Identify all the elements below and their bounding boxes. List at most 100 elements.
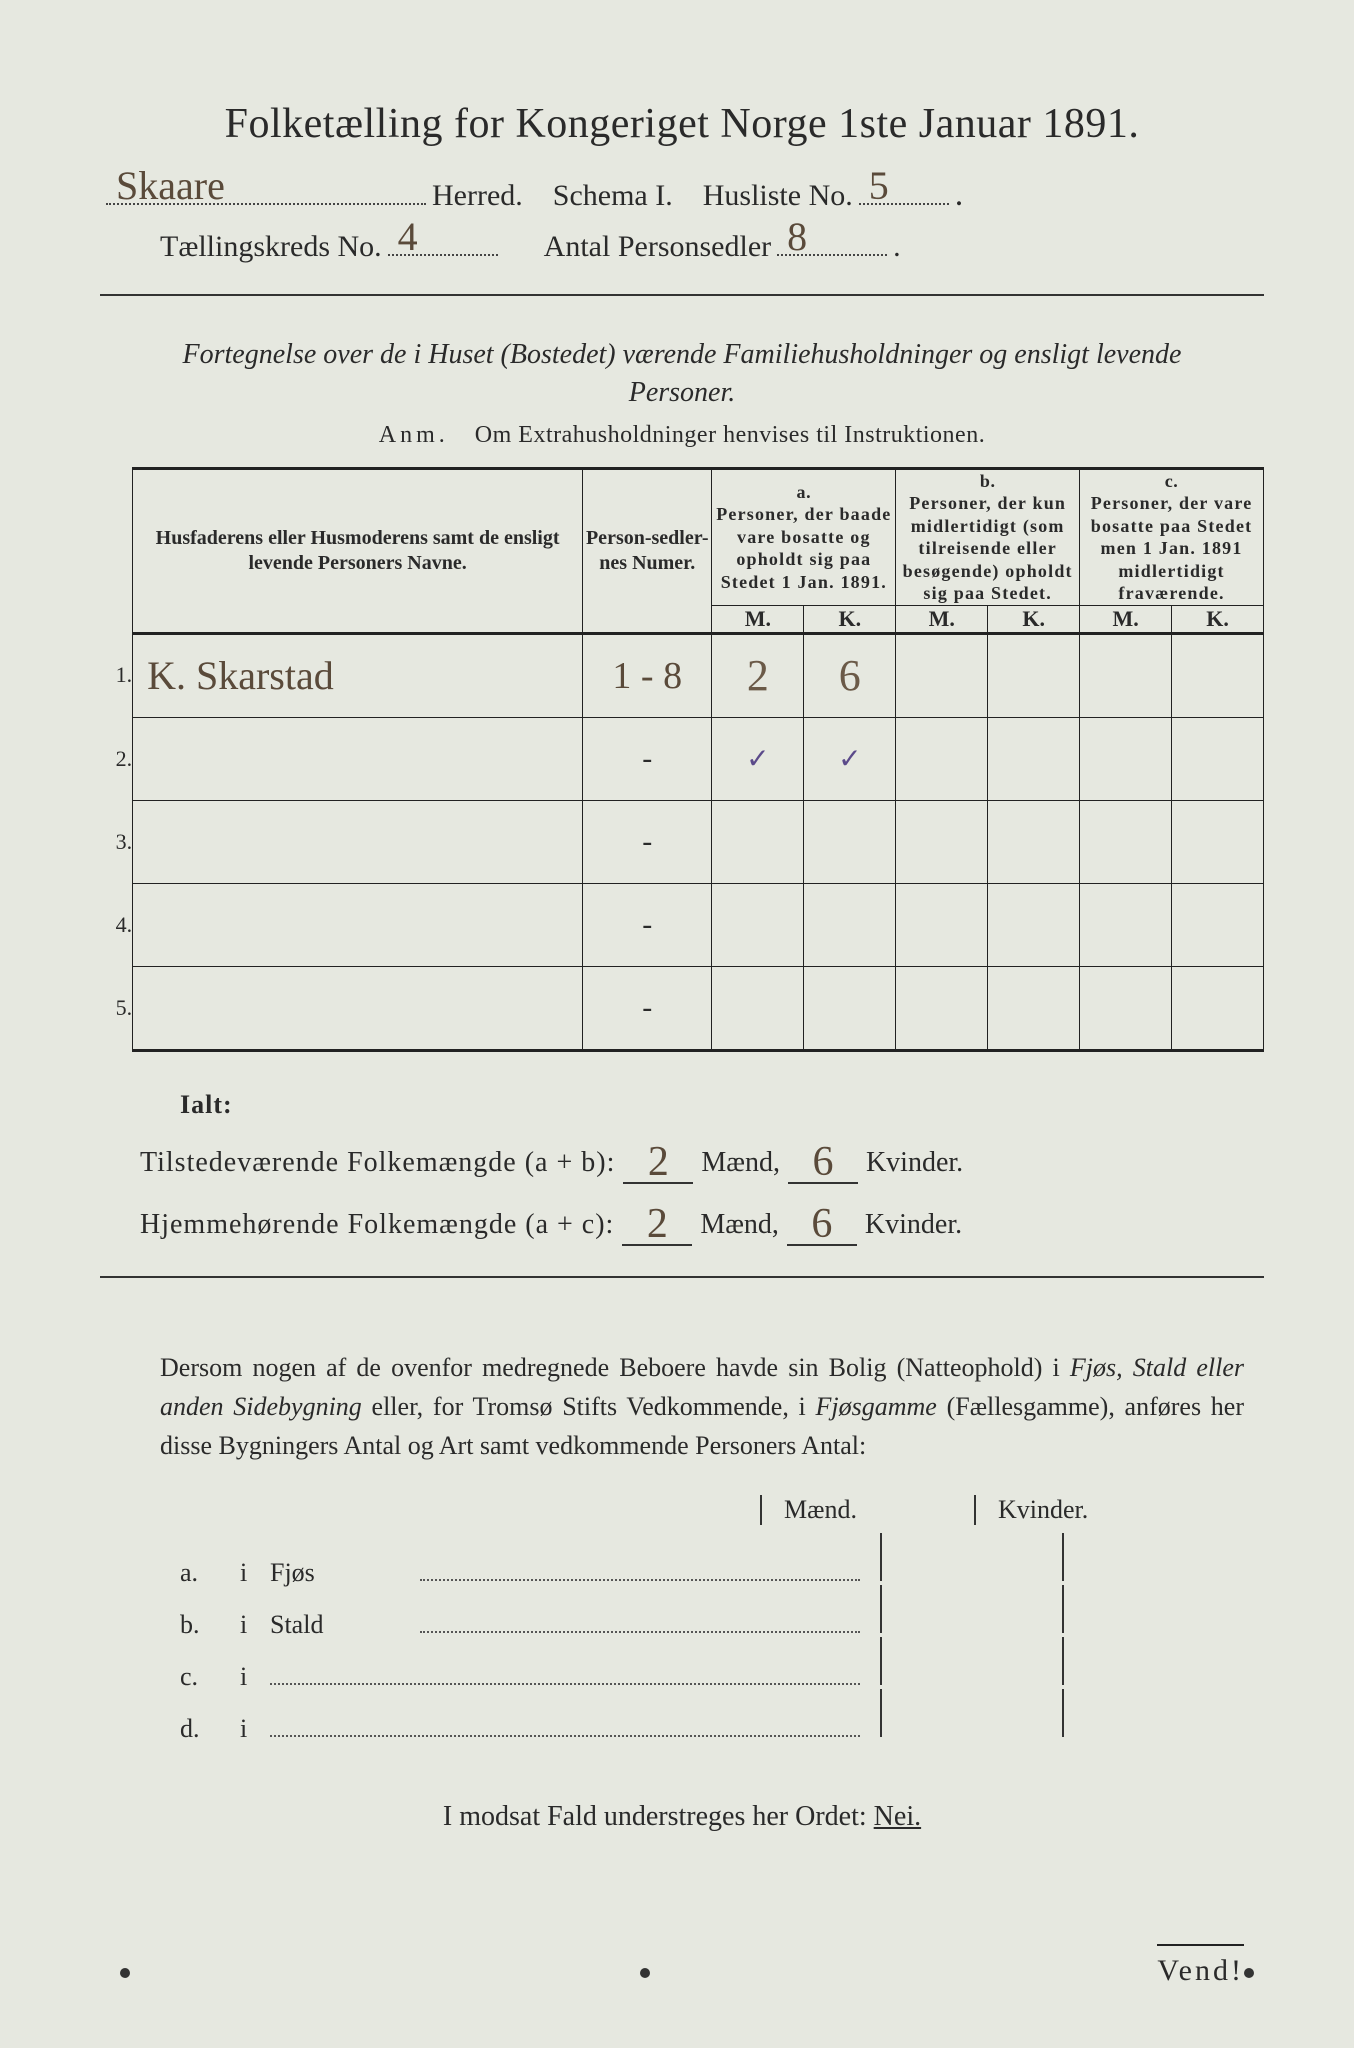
- census-form-page: Folketælling for Kongeriget Norge 1ste J…: [0, 0, 1354, 2048]
- num-cell: -: [583, 717, 712, 800]
- sum-ab-k: 6: [812, 1139, 833, 1185]
- schema-label: Schema I.: [553, 179, 673, 213]
- col-c-tag: c.: [1080, 470, 1263, 493]
- bldg-i: i: [240, 1714, 270, 1744]
- c-m-cell: [1080, 966, 1172, 1050]
- sum-ac-m: 2: [647, 1201, 668, 1247]
- c-m-cell: [1080, 883, 1172, 966]
- c-k: K.: [1172, 605, 1264, 633]
- row-num: 4.: [100, 883, 133, 966]
- table-row: 1. K. Skarstad 1 - 8 2 6: [100, 633, 1264, 717]
- punch-mark-icon: [120, 1968, 130, 1978]
- a-k-cell: ✓: [804, 717, 896, 800]
- b-m-cell: [896, 717, 988, 800]
- bldg-i: i: [240, 1558, 270, 1588]
- vend-label: Vend!: [1157, 1944, 1244, 1988]
- name-cell: [133, 966, 583, 1050]
- kreds-no: 4: [398, 213, 418, 260]
- ialt-label: Ialt:: [180, 1090, 1264, 1120]
- sum-line-ac: Hjemmehørende Folkemængde (a + c): 2 Mæn…: [140, 1196, 1264, 1246]
- row-num: 5.: [100, 966, 133, 1050]
- bldg-tag: a.: [180, 1558, 240, 1588]
- num-cell: 1 - 8: [583, 633, 712, 717]
- paragraph: Dersom nogen af de ovenfor medregnede Be…: [160, 1348, 1244, 1465]
- kvinder-col: Kvinder.: [974, 1495, 1178, 1525]
- num-cell: -: [583, 966, 712, 1050]
- personsedler-no: 8: [787, 213, 807, 260]
- building-row: b. i Stald: [180, 1585, 1244, 1637]
- kreds-label: Tællingskreds No.: [160, 230, 382, 264]
- para-it2: Fjøsgamme: [816, 1392, 937, 1421]
- col-b-text: Personer, der kun midlertidigt (som tilr…: [896, 492, 1079, 605]
- c-m-cell: [1080, 800, 1172, 883]
- maend-label: Mænd,: [700, 1209, 779, 1241]
- maend-slot: [880, 1689, 1062, 1737]
- dotted-line: [420, 1561, 860, 1581]
- kvinder-slot: [1062, 1689, 1244, 1737]
- kvinder-label: Kvinder.: [866, 1147, 963, 1179]
- c-k-cell: [1172, 966, 1264, 1050]
- c-k-cell: [1172, 717, 1264, 800]
- header-row-2: Tællingskreds No. 4 Antal Personsedler 8…: [100, 230, 1264, 264]
- herred-value: Skaare: [116, 162, 225, 209]
- building-row: a. i Fjøs: [180, 1533, 1244, 1585]
- maend-col: Mænd.: [760, 1495, 964, 1525]
- col-c-header: c. Personer, der vare bosatte paa Stedet…: [1080, 468, 1264, 605]
- bldg-kind: Fjøs: [270, 1558, 420, 1588]
- nei-line: I modsat Fald understreges her Ordet: Ne…: [100, 1801, 1264, 1833]
- b-m: M.: [896, 605, 988, 633]
- c-m-cell: [1080, 717, 1172, 800]
- para-t1: Dersom nogen af de ovenfor medregnede Be…: [160, 1353, 1070, 1382]
- husliste-no: 5: [869, 162, 889, 209]
- num-cell: -: [583, 883, 712, 966]
- b-k: K.: [988, 605, 1080, 633]
- col-a-tag: a.: [712, 481, 895, 504]
- bldg-i: i: [240, 1610, 270, 1640]
- c-k-cell: [1172, 800, 1264, 883]
- herred-label: Herred.: [432, 179, 523, 213]
- bldg-kind: Stald: [270, 1610, 420, 1640]
- dotted-line: [420, 1613, 860, 1633]
- kvinder-slot: [1062, 1637, 1244, 1685]
- bldg-tag: d.: [180, 1714, 240, 1744]
- building-block: Mænd. Kvinder. a. i Fjøs b. i Stald c. i: [180, 1495, 1244, 1741]
- col-num-header: Person-sedler-nes Numer.: [583, 468, 712, 633]
- a-k-cell: [804, 883, 896, 966]
- b-k-cell: [988, 800, 1080, 883]
- anm-label: Anm.: [379, 422, 449, 448]
- name-cell: [133, 717, 583, 800]
- col-num-text: Person-sedler-nes Numer.: [586, 527, 709, 574]
- num-value: 1 - 8: [612, 655, 682, 697]
- col-names-header: Husfaderens eller Husmoderens samt de en…: [133, 468, 583, 633]
- a-k-cell: 6: [804, 633, 896, 717]
- row-num: 1.: [100, 633, 133, 717]
- a-m-cell: 2: [712, 633, 804, 717]
- maend-label: Mænd,: [701, 1147, 780, 1179]
- c-m-cell: [1080, 633, 1172, 717]
- b-m-cell: [896, 883, 988, 966]
- census-table: Husfaderens eller Husmoderens samt de en…: [100, 467, 1264, 1052]
- col-b-header: b. Personer, der kun midlertidigt (som t…: [896, 468, 1080, 605]
- building-mk-header: Mænd. Kvinder.: [760, 1495, 1244, 1525]
- nei-word: Nei.: [874, 1801, 921, 1832]
- col-b-tag: b.: [896, 470, 1079, 493]
- sum-line-ab: Tilstedeværende Folkemængde (a + b): 2 M…: [140, 1134, 1264, 1184]
- col-a-text: Personer, der baade vare bosatte og opho…: [712, 503, 895, 593]
- bldg-tag: c.: [180, 1662, 240, 1692]
- table-row: 3. -: [100, 800, 1264, 883]
- kvinder-slot: [1062, 1585, 1244, 1633]
- table-row: 5. -: [100, 966, 1264, 1050]
- c-m: M.: [1080, 605, 1172, 633]
- a-m: M.: [712, 605, 804, 633]
- a-m-cell: [712, 966, 804, 1050]
- maend-slot: [880, 1637, 1062, 1685]
- sum-ac-k: 6: [811, 1201, 832, 1247]
- b-m-cell: [896, 966, 988, 1050]
- bldg-i: i: [240, 1662, 270, 1692]
- b-m-cell: [896, 800, 988, 883]
- b-m-cell: [896, 633, 988, 717]
- name-cell: K. Skarstad: [133, 633, 583, 717]
- name-cell: [133, 800, 583, 883]
- anm-line: Anm. Om Extrahusholdninger henvises til …: [100, 422, 1264, 449]
- punch-mark-icon: [1244, 1968, 1254, 1978]
